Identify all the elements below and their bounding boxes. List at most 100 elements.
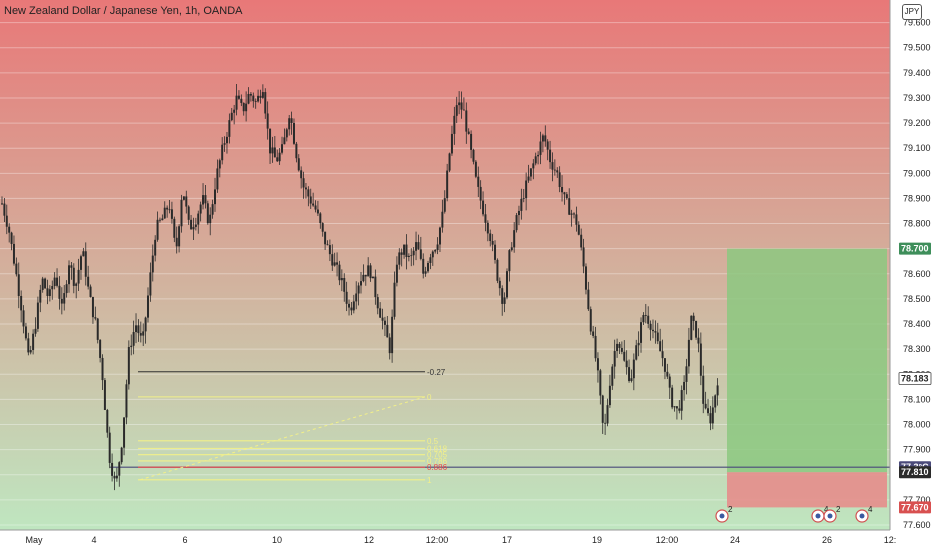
- candle-body: [118, 462, 121, 476]
- candle-body: [651, 329, 654, 332]
- candle-body: [699, 343, 702, 376]
- candle-body: [592, 331, 595, 336]
- candle-body: [161, 218, 164, 221]
- candle-body: [613, 351, 616, 367]
- price-axis[interactable]: [890, 0, 932, 550]
- candle-body: [692, 315, 695, 321]
- candle-body: [132, 332, 135, 346]
- candle-body: [623, 351, 626, 361]
- candle-body: [151, 255, 154, 273]
- candle-body: [360, 281, 362, 286]
- candle-body: [63, 293, 66, 304]
- candle-body: [190, 219, 193, 230]
- currency-badge[interactable]: JPY: [902, 4, 922, 20]
- candle-body: [340, 278, 343, 281]
- candle-body: [285, 129, 288, 138]
- candle-body: [446, 170, 449, 199]
- candle-body: [450, 133, 453, 154]
- candle-body: [214, 189, 217, 205]
- price-marker-box: [898, 372, 932, 385]
- candle-body: [429, 257, 432, 263]
- event-count: 2: [728, 505, 733, 514]
- candle-body: [1, 203, 3, 205]
- candle-body: [594, 335, 597, 359]
- candle-body: [580, 234, 583, 248]
- candle-body: [111, 462, 114, 476]
- candle-body: [163, 207, 166, 219]
- candle-body: [630, 378, 633, 381]
- candle-body: [276, 157, 279, 162]
- candle-body: [544, 135, 547, 142]
- candle-body: [324, 231, 327, 245]
- candle-body: [106, 410, 109, 433]
- candle-body: [654, 331, 657, 333]
- candle-body: [498, 280, 501, 289]
- candle-body: [482, 200, 485, 215]
- time-tick-label: 26: [822, 535, 832, 545]
- candle-body: [192, 226, 195, 230]
- candle-body: [656, 332, 659, 342]
- candle-body: [237, 95, 240, 99]
- candle-series: [1, 84, 719, 491]
- candle-body: [113, 475, 116, 479]
- candle-body: [230, 112, 233, 121]
- candle-body: [534, 156, 537, 164]
- candle-body: [395, 264, 398, 283]
- candle-body: [371, 276, 374, 279]
- candle-body: [218, 160, 221, 169]
- candle-body: [328, 245, 331, 255]
- candle-body: [101, 357, 104, 381]
- candle-body: [419, 249, 422, 259]
- candle-body: [211, 204, 214, 215]
- candle-body: [87, 276, 90, 287]
- candle-body: [302, 178, 305, 188]
- price-tick-label: 79.600: [903, 18, 931, 28]
- event-count: 2: [836, 505, 841, 514]
- price-axis-ticks: 79.600 79.500 79.400 79.300 79.200 79.100 79.0…: [903, 18, 931, 530]
- candle-body: [314, 205, 317, 210]
- candle-body: [288, 118, 291, 130]
- chart-title: New Zealand Dollar / Japanese Yen, 1h, O…: [4, 5, 243, 17]
- price-tick-label: 78.300: [903, 344, 931, 354]
- candle-body: [39, 289, 42, 303]
- candle-body: [139, 333, 142, 336]
- candle-body: [683, 381, 686, 391]
- candle-body: [94, 317, 97, 319]
- candle-body: [254, 101, 257, 102]
- candle-body: [671, 387, 674, 408]
- candle-body: [60, 298, 63, 304]
- candle-body: [407, 255, 410, 258]
- candle-body: [522, 198, 525, 199]
- candle-body: [685, 366, 688, 382]
- price-marker-box: [899, 466, 931, 479]
- candle-body: [84, 251, 87, 277]
- candle-body: [206, 203, 209, 224]
- candle-body: [388, 337, 391, 354]
- candle-body: [178, 226, 181, 247]
- candle-body: [123, 417, 126, 448]
- price-tick-label: 78.400: [903, 319, 931, 329]
- candle-body: [668, 376, 671, 388]
- candle-body: [678, 408, 681, 411]
- candle-body: [410, 255, 413, 257]
- time-axis[interactable]: [0, 530, 890, 550]
- candle-body: [247, 93, 250, 104]
- event-icon-dot: [859, 513, 865, 519]
- candle-body: [601, 395, 604, 423]
- candle-body: [479, 186, 482, 201]
- price-marker-label: 77.810: [901, 467, 929, 477]
- candle-body: [242, 102, 245, 112]
- candle-body: [438, 227, 441, 245]
- candle-body: [577, 224, 580, 235]
- candle-body: [12, 243, 15, 264]
- candle-body: [319, 213, 322, 224]
- candle-body: [458, 102, 461, 106]
- candle-body: [661, 351, 664, 359]
- fib-level-label: 1: [427, 476, 432, 485]
- candle-body: [350, 307, 353, 311]
- candle-body: [29, 350, 32, 353]
- candle-body: [352, 301, 355, 311]
- time-axis-ticks: May 4 6 10 12 12:00 17 19 12:00 24 26 12:: [25, 535, 896, 545]
